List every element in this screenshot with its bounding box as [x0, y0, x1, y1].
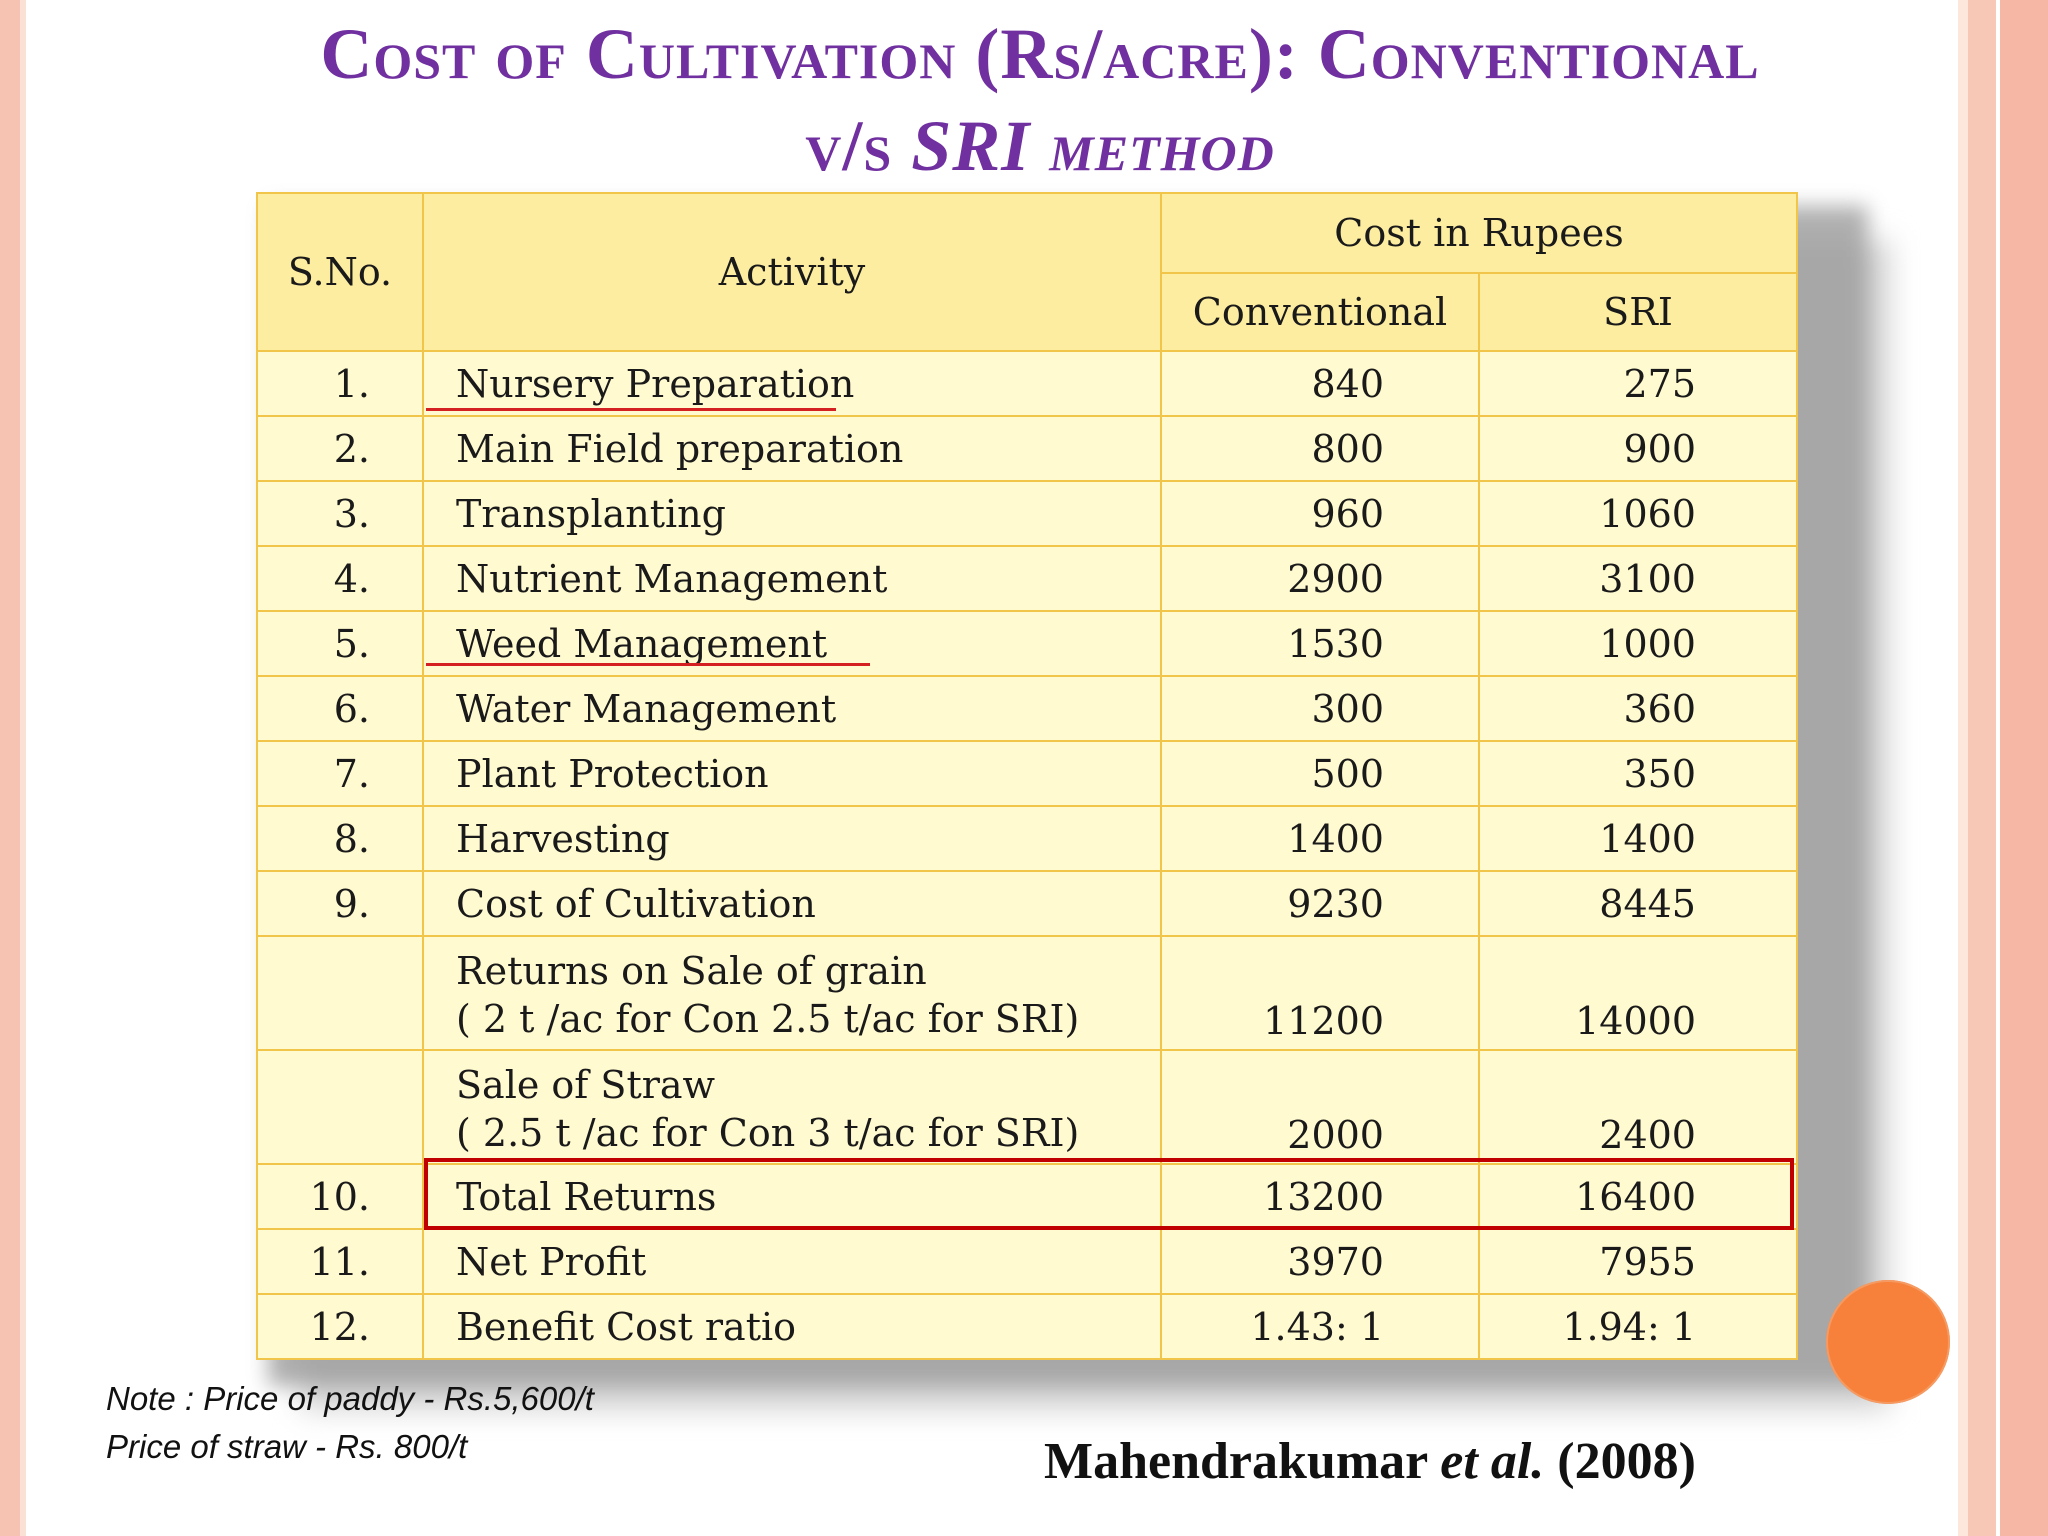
row-activity: Sale of Straw ( 2.5 t /ac for Con 3 t/ac… [422, 1049, 1162, 1165]
title-line-1: Cost of Cultivation (Rs/acre): Conventio… [320, 14, 1760, 94]
row-sno: 6. [256, 675, 424, 742]
table-row: 7. Plant Protection 500 350 [256, 740, 1798, 807]
right-frame-stripe [2000, 0, 2048, 1536]
row-activity: Nutrient Management [422, 545, 1162, 612]
row-sno: 5. [256, 610, 424, 677]
note-paddy-price: Note : Price of paddy - Rs.5,600/t [106, 1380, 594, 1417]
row-sno [256, 1049, 424, 1165]
row-sri: 2400 [1478, 1049, 1798, 1165]
row-sri: 275 [1478, 350, 1798, 417]
row-sri: 16400 [1478, 1163, 1798, 1230]
title-line-2-prefix: v/s [805, 106, 912, 186]
row-activity-sub: ( 2 t /ac for Con 2.5 t/ac for SRI) [456, 997, 1080, 1041]
row-sno: 12. [256, 1293, 424, 1360]
slide-title: Cost of Cultivation (Rs/acre): Conventio… [140, 8, 1940, 192]
right-frame-stripe [1958, 0, 1968, 1536]
row-conventional: 1530 [1160, 610, 1480, 677]
row-conventional: 13200 [1160, 1163, 1480, 1230]
row-conventional: 9230 [1160, 870, 1480, 937]
table-row: Returns on Sale of grain ( 2 t /ac for C… [256, 935, 1798, 1051]
header-conventional: Conventional [1160, 272, 1480, 352]
row-sno: 2. [256, 415, 424, 482]
citation-year: (2008) [1544, 1433, 1696, 1490]
row-conventional: 2900 [1160, 545, 1480, 612]
row-activity: Weed Management [422, 610, 1162, 677]
row-sno: 9. [256, 870, 424, 937]
row-conventional: 300 [1160, 675, 1480, 742]
row-conventional: 3970 [1160, 1228, 1480, 1295]
row-activity: Harvesting [422, 805, 1162, 872]
nursery-underline [426, 408, 836, 411]
row-conventional: 1400 [1160, 805, 1480, 872]
row-activity-sub: ( 2.5 t /ac for Con 3 t/ac for SRI) [456, 1111, 1080, 1155]
header-activity: Activity [422, 192, 1162, 352]
row-sno: 7. [256, 740, 424, 807]
row-sri: 1060 [1478, 480, 1798, 547]
table-row: 1. Nursery Preparation 840 275 [256, 350, 1798, 417]
table-row: 12. Benefit Cost ratio 1.43: 1 1.94: 1 [256, 1293, 1798, 1360]
table-row: 9. Cost of Cultivation 9230 8445 [256, 870, 1798, 937]
table-row: 8. Harvesting 1400 1400 [256, 805, 1798, 872]
row-sno [256, 935, 424, 1051]
row-activity-main: Returns on Sale of grain [456, 949, 927, 993]
table-row: 2. Main Field preparation 800 900 [256, 415, 1798, 482]
row-sno: 3. [256, 480, 424, 547]
row-sno: 1. [256, 350, 424, 417]
row-activity: Plant Protection [422, 740, 1162, 807]
table-row: 4. Nutrient Management 2900 3100 [256, 545, 1798, 612]
table-row: 6. Water Management 300 360 [256, 675, 1798, 742]
row-sri: 1000 [1478, 610, 1798, 677]
row-sri: 8445 [1478, 870, 1798, 937]
row-conventional: 840 [1160, 350, 1480, 417]
row-activity-main: Sale of Straw [456, 1063, 716, 1107]
row-sri: 1400 [1478, 805, 1798, 872]
row-conventional: 960 [1160, 480, 1480, 547]
title-line-2-italic: SRI method [911, 106, 1275, 186]
header-cost-group: Cost in Rupees [1160, 192, 1798, 274]
row-sri: 7955 [1478, 1228, 1798, 1295]
row-activity: Water Management [422, 675, 1162, 742]
accent-circle [1826, 1280, 1950, 1404]
row-conventional: 1.43: 1 [1160, 1293, 1480, 1360]
row-sno: 11. [256, 1228, 424, 1295]
row-activity: Benefit Cost ratio [422, 1293, 1162, 1360]
row-activity: Returns on Sale of grain ( 2 t /ac for C… [422, 935, 1162, 1051]
note-straw-price: Price of straw - Rs. 800/t [106, 1428, 468, 1465]
row-activity: Nursery Preparation [422, 350, 1162, 417]
right-frame-stripe [1996, 0, 2000, 1536]
weed-underline [426, 663, 870, 666]
header-sri: SRI [1478, 272, 1798, 352]
total-returns-highlight-box [424, 1158, 1794, 1230]
right-frame-stripe [1968, 0, 1996, 1536]
row-sri: 360 [1478, 675, 1798, 742]
row-activity: Main Field preparation [422, 415, 1162, 482]
row-conventional: 800 [1160, 415, 1480, 482]
left-frame-stripe [0, 0, 26, 1536]
cost-table: S.No. Activity Cost in Rupees Convention… [256, 192, 1798, 1360]
row-sri: 350 [1478, 740, 1798, 807]
row-sno: 8. [256, 805, 424, 872]
citation-author: Mahendrakumar [1044, 1433, 1441, 1490]
table-row: 3. Transplanting 960 1060 [256, 480, 1798, 547]
row-conventional: 2000 [1160, 1049, 1480, 1165]
row-sri: 14000 [1478, 935, 1798, 1051]
header-sno: S.No. [256, 192, 424, 352]
title-line-2: v/s SRI method [140, 100, 1940, 192]
row-sri: 900 [1478, 415, 1798, 482]
row-sno: 4. [256, 545, 424, 612]
table-row: 5. Weed Management 1530 1000 [256, 610, 1798, 677]
row-activity: Net Profit [422, 1228, 1162, 1295]
row-conventional: 500 [1160, 740, 1480, 807]
row-sri: 3100 [1478, 545, 1798, 612]
row-activity: Cost of Cultivation [422, 870, 1162, 937]
row-conventional: 11200 [1160, 935, 1480, 1051]
row-activity: Transplanting [422, 480, 1162, 547]
table-row: 11. Net Profit 3970 7955 [256, 1228, 1798, 1295]
citation-etal: et al. [1440, 1433, 1545, 1490]
citation: Mahendrakumar et al. (2008) [1044, 1432, 1696, 1491]
row-sno: 10. [256, 1163, 424, 1230]
table-row: Sale of Straw ( 2.5 t /ac for Con 3 t/ac… [256, 1049, 1798, 1165]
row-sri: 1.94: 1 [1478, 1293, 1798, 1360]
